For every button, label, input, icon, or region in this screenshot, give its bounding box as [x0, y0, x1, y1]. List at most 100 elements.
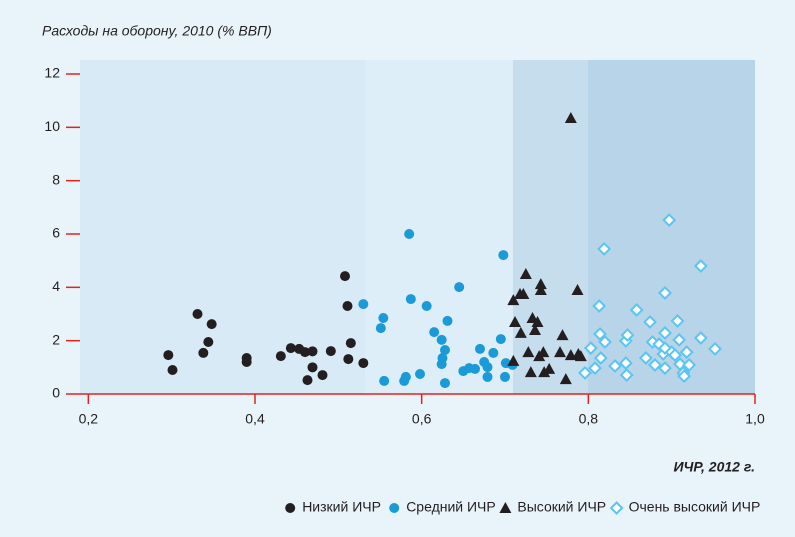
- point: [598, 335, 612, 349]
- point: [440, 345, 450, 355]
- point: [708, 342, 722, 356]
- point: [531, 316, 544, 327]
- point: [206, 319, 217, 330]
- point: [693, 259, 708, 273]
- point: [588, 361, 602, 376]
- point: [203, 337, 214, 347]
- point: [470, 363, 480, 374]
- point: [345, 338, 356, 349]
- point: [317, 370, 328, 381]
- legend-label: Низкий ИЧР: [302, 499, 381, 515]
- point: [358, 299, 369, 310]
- point: [167, 365, 178, 375]
- point: [509, 316, 521, 327]
- point: [475, 343, 485, 354]
- legend-marker: [389, 503, 400, 513]
- point: [534, 284, 547, 295]
- point: [163, 350, 174, 361]
- y-tick-label: 2: [52, 331, 60, 347]
- point: [507, 294, 520, 306]
- point: [658, 326, 672, 340]
- point: [517, 288, 530, 299]
- point: [437, 353, 448, 363]
- point: [482, 371, 493, 382]
- x-tick-label: 0,2: [79, 411, 99, 427]
- point: [564, 112, 577, 123]
- point: [404, 229, 415, 239]
- band-very-high: [588, 60, 755, 394]
- point: [302, 375, 313, 386]
- point: [307, 346, 318, 357]
- point: [300, 347, 310, 358]
- y-tick-label: 0: [52, 385, 60, 401]
- point: [534, 278, 547, 290]
- point: [592, 299, 607, 313]
- point: [440, 378, 450, 389]
- point: [574, 350, 587, 362]
- point: [668, 348, 682, 362]
- point: [514, 326, 527, 338]
- band-low: [80, 60, 365, 394]
- point: [495, 334, 506, 345]
- x-tick-label: 0,4: [245, 411, 265, 427]
- point: [537, 346, 550, 358]
- point: [679, 345, 694, 360]
- point: [559, 373, 572, 385]
- point: [619, 368, 634, 382]
- point: [500, 371, 510, 382]
- y-tick-label: 10: [44, 118, 60, 134]
- point: [498, 250, 509, 261]
- point: [325, 346, 336, 357]
- x-axis-label: ИЧР, 2012 г.: [673, 459, 755, 475]
- point: [307, 362, 318, 373]
- point: [670, 314, 685, 328]
- y-tick-label: 8: [52, 171, 60, 187]
- y-tick-label: 6: [52, 225, 60, 241]
- point: [618, 356, 633, 370]
- point: [578, 366, 592, 380]
- point: [415, 369, 425, 379]
- legend-marker: [609, 501, 624, 515]
- chart-title: Расходы на оборону, 2010 (% ВВП): [42, 23, 272, 39]
- point: [571, 284, 584, 295]
- point: [405, 294, 416, 305]
- point: [198, 347, 209, 358]
- legend-label: Высокий ИЧР: [517, 499, 606, 515]
- point: [620, 328, 635, 342]
- point: [677, 369, 692, 384]
- legend-label: Очень высокий ИЧР: [629, 499, 761, 515]
- point: [672, 332, 687, 347]
- point: [638, 351, 653, 365]
- point: [375, 323, 386, 334]
- point: [524, 366, 537, 378]
- point: [340, 271, 350, 282]
- point: [343, 354, 354, 365]
- point: [488, 347, 499, 358]
- point: [241, 357, 252, 367]
- point: [608, 359, 622, 373]
- point: [192, 309, 203, 319]
- legend-marker: [499, 502, 512, 513]
- point: [529, 324, 541, 335]
- point: [442, 315, 453, 326]
- point: [597, 242, 612, 256]
- point: [482, 362, 493, 373]
- point: [275, 351, 286, 362]
- point: [693, 331, 708, 345]
- point: [629, 303, 644, 317]
- point: [648, 358, 662, 372]
- point: [454, 282, 465, 293]
- y-tick-label: 4: [52, 278, 60, 294]
- point: [643, 315, 657, 329]
- point: [429, 327, 440, 338]
- point: [543, 362, 556, 374]
- point: [378, 313, 389, 323]
- band-high: [513, 60, 588, 394]
- point: [658, 286, 672, 300]
- point: [554, 346, 566, 358]
- point: [342, 301, 353, 311]
- point: [658, 361, 672, 376]
- x-tick-label: 0,6: [412, 411, 432, 427]
- point: [522, 346, 535, 358]
- point: [556, 329, 569, 341]
